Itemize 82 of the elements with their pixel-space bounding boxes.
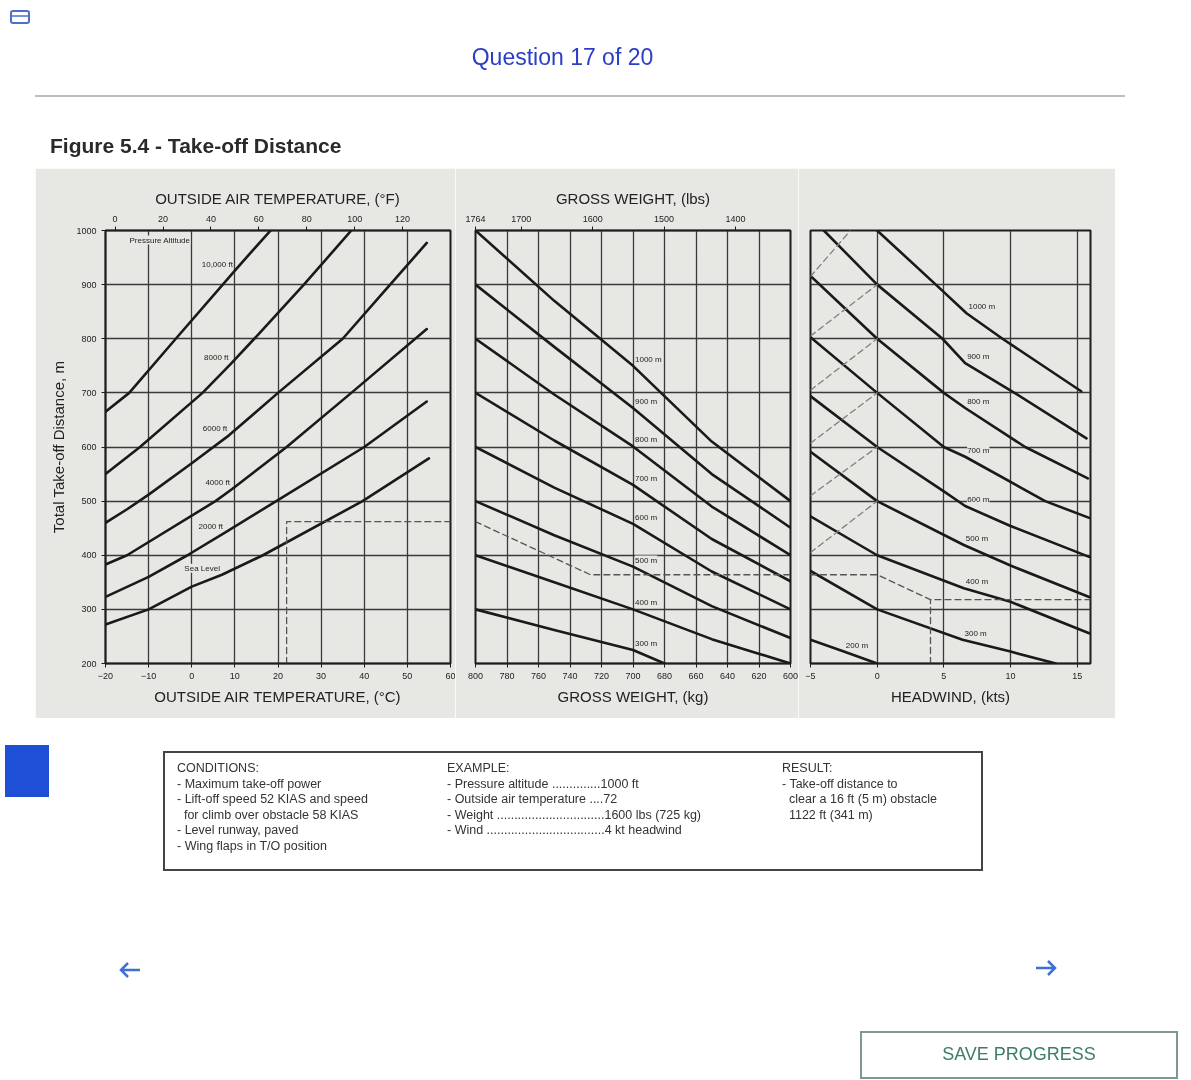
series-label: 200 m bbox=[845, 640, 869, 650]
x-tick-label: 10 bbox=[1005, 670, 1016, 681]
x-tick-label: −20 bbox=[97, 670, 114, 681]
x2-tick-label: 60 bbox=[253, 213, 264, 224]
series-label: 4000 ft bbox=[205, 478, 231, 488]
text: CONDITIONS: - Maximum take-off power - Lift-off speed 52 KIAS and speed for climb over obstacle 58 KIAS - Level runway, paved - Wing flaps in T/O position bbox=[177, 761, 368, 854]
x2-tick-label: 40 bbox=[205, 213, 216, 224]
text: Question 17 of 20 bbox=[470, 43, 655, 72]
series-label: 600 m bbox=[635, 512, 658, 522]
x2-axis-title: GROSS WEIGHT, (lbs) bbox=[555, 189, 711, 207]
series-label: 400 m bbox=[965, 577, 989, 587]
x-tick-label: 30 bbox=[316, 670, 327, 681]
x-tick-label: 740 bbox=[562, 670, 578, 681]
series-label: 800 m bbox=[967, 397, 990, 407]
y-tick-label: 300 bbox=[81, 604, 97, 615]
x-axis-title: GROSS WEIGHT, (kg) bbox=[557, 687, 709, 705]
series-label: Sea Level bbox=[184, 563, 221, 573]
x-axis-title: HEADWIND, (kts) bbox=[890, 687, 1011, 705]
x-tick-label: 0 bbox=[189, 670, 195, 681]
series-label: 600 m bbox=[967, 495, 990, 504]
y-tick-label: 400 bbox=[81, 550, 97, 561]
series-label: 6000 ft bbox=[202, 424, 229, 434]
x-tick-label: 60 bbox=[445, 670, 456, 681]
series-label: 300 m bbox=[964, 628, 988, 638]
series-label: 500 m bbox=[635, 555, 658, 565]
x2-axis-title: OUTSIDE AIR TEMPERATURE, (°F) bbox=[155, 189, 400, 207]
series-label: 8000 ft bbox=[204, 353, 230, 363]
x-tick-label: 700 bbox=[625, 670, 641, 681]
x-tick-label: 15 bbox=[1072, 670, 1083, 681]
x-tick-label: 680 bbox=[656, 670, 673, 681]
x-tick-label: 760 bbox=[530, 670, 547, 681]
series-label: 500 m bbox=[965, 533, 989, 543]
x2-tick-label: 100 bbox=[347, 213, 363, 224]
x-tick-label: 780 bbox=[499, 670, 515, 681]
x2-tick-label: 0 bbox=[112, 213, 118, 224]
x-tick-label: 50 bbox=[402, 670, 413, 681]
x2-tick-label: 120 bbox=[395, 213, 411, 224]
x2-tick-label: 1600 bbox=[582, 213, 603, 224]
x2-tick-label: 80 bbox=[301, 213, 312, 224]
series-label: 700 m bbox=[635, 473, 658, 483]
y-axis-title: Total Take-off Distance, m bbox=[50, 361, 68, 534]
y-tick-label: 600 bbox=[81, 442, 97, 452]
annotation: Pressure Altitude bbox=[129, 235, 191, 245]
y-tick-label: 700 bbox=[81, 387, 97, 398]
series-label: 1000 m bbox=[635, 354, 663, 364]
x-tick-label: −5 bbox=[805, 670, 816, 681]
x-tick-label: 40 bbox=[359, 670, 370, 681]
y-tick-label: 900 bbox=[81, 279, 97, 290]
x-tick-label: 0 bbox=[874, 670, 880, 681]
x2-tick-label: 1400 bbox=[725, 213, 746, 224]
x2-tick-label: 20 bbox=[157, 213, 169, 224]
x2-tick-label: 1500 bbox=[654, 213, 675, 224]
y-tick-label: 500 bbox=[81, 496, 97, 507]
x-tick-label: 20 bbox=[272, 670, 284, 681]
series-label: 800 m bbox=[635, 435, 658, 445]
series-label: 10,000 ft bbox=[201, 259, 234, 269]
x-tick-label: 640 bbox=[719, 670, 736, 681]
y-tick-label: 800 bbox=[81, 333, 97, 344]
chart-title: Figure 5.4 - Take-off Distance bbox=[49, 133, 342, 159]
x-axis-title: OUTSIDE AIR TEMPERATURE, (°C) bbox=[154, 687, 401, 705]
y-tick-label: 200 bbox=[81, 658, 97, 669]
text: SAVE PROGRESS bbox=[860, 1031, 1178, 1079]
series-label: 300 m bbox=[635, 638, 658, 648]
x-tick-label: 800 bbox=[467, 670, 484, 681]
series-label: 700 m bbox=[967, 445, 990, 455]
y-tick-label: 1000 bbox=[76, 225, 97, 236]
x-tick-label: 600 bbox=[782, 670, 799, 681]
x-tick-label: 620 bbox=[751, 670, 767, 681]
x-tick-label: 660 bbox=[688, 670, 704, 681]
x-tick-label: 720 bbox=[593, 670, 610, 681]
text: EXAMPLE: - Pressure altitude ..............1000 ft - Outside air temperature ....72 - Weight ...............................1600 lbs (725 kg) - Wind ..................................4 kt headwind bbox=[447, 761, 702, 839]
x-tick-label: −10 bbox=[140, 670, 157, 681]
series-label: 2000 ft bbox=[198, 521, 224, 531]
series-label: 400 m bbox=[635, 598, 658, 608]
series-label: 900 m bbox=[635, 397, 658, 407]
x-tick-label: 10 bbox=[229, 670, 240, 681]
series-label: 1000 m bbox=[968, 302, 996, 312]
x2-tick-label: 1764 bbox=[465, 213, 486, 224]
x2-tick-label: 1700 bbox=[511, 213, 532, 224]
x-tick-label: 5 bbox=[941, 670, 947, 681]
text: RESULT: - Take-off distance to clear a 16 ft (5 m) obstacle 1122 ft (341 m) bbox=[782, 761, 937, 823]
series-label: 900 m bbox=[967, 352, 990, 362]
